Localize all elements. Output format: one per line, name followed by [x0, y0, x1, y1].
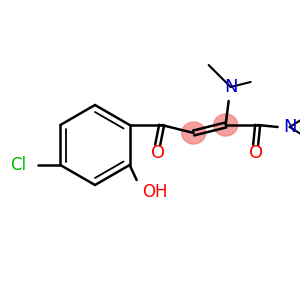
Text: O: O [151, 144, 165, 162]
Text: N: N [283, 118, 296, 136]
Ellipse shape [214, 114, 238, 136]
Ellipse shape [182, 122, 206, 144]
Text: Cl: Cl [10, 156, 26, 174]
Text: O: O [249, 144, 263, 162]
Text: N: N [224, 78, 237, 96]
Text: OH: OH [142, 183, 167, 201]
